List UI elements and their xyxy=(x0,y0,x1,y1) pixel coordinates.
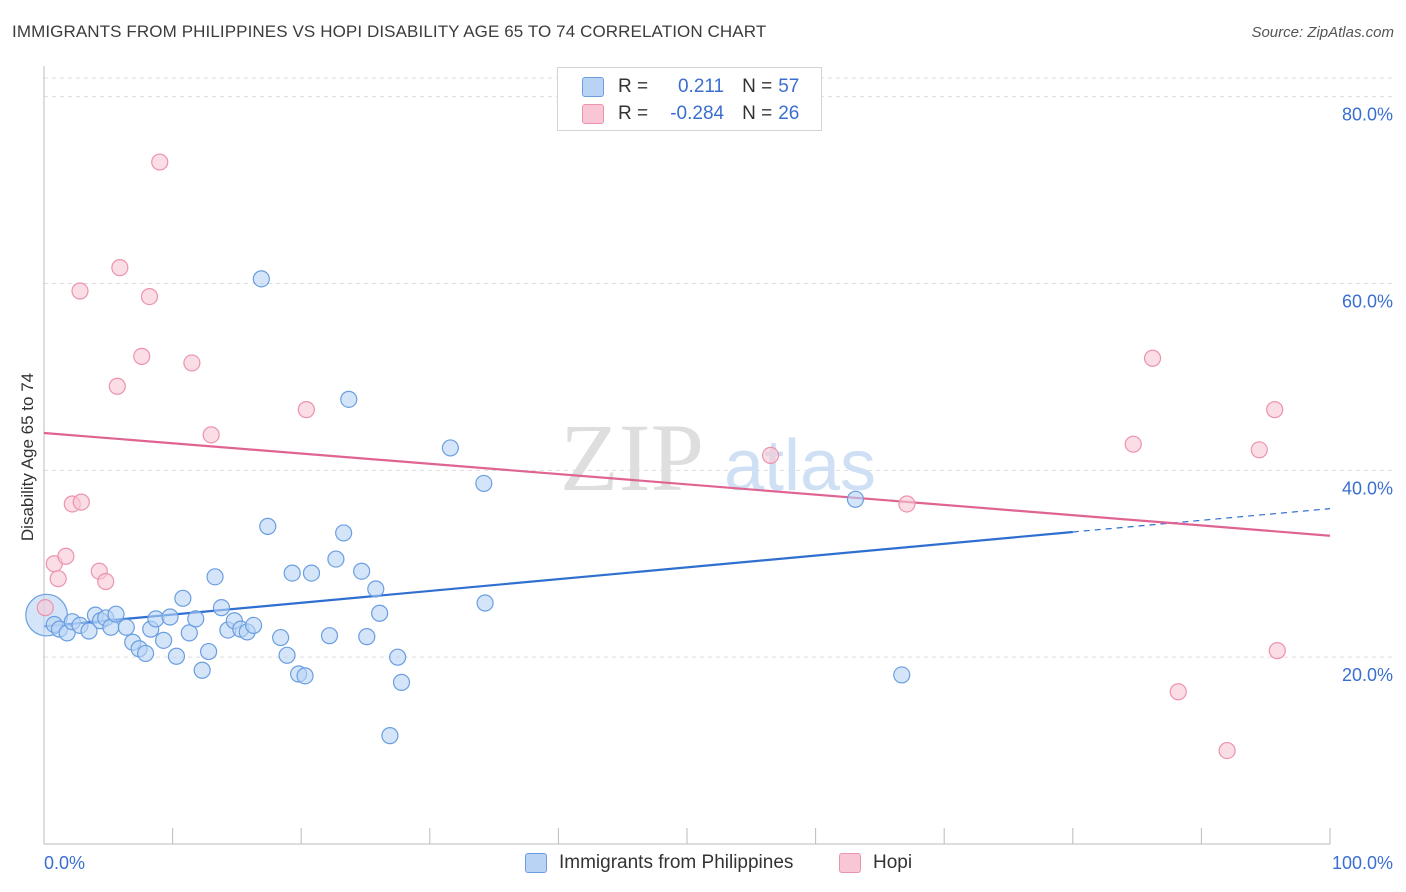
x-tick-label: 0.0% xyxy=(44,853,85,873)
hopi-point xyxy=(151,153,169,171)
philippines-point xyxy=(475,474,493,493)
legend-swatch-blue xyxy=(582,77,604,97)
bottom-legend-philippines: Immigrants from Philippines xyxy=(525,852,793,874)
hopi-point xyxy=(1169,683,1187,701)
legend-row-hopi: R = -0.284 N = 26 xyxy=(582,101,799,127)
hopi-point xyxy=(898,495,916,513)
hopi-point xyxy=(108,377,126,395)
bottom-legend-label: Hopi xyxy=(873,852,913,873)
hopi-point xyxy=(1266,401,1284,419)
philippines-point xyxy=(476,594,494,612)
philippines-point xyxy=(147,610,165,628)
philippines-point xyxy=(187,610,205,628)
hopi-point xyxy=(761,446,780,464)
philippines-point xyxy=(371,604,389,622)
hopi-point xyxy=(1250,441,1268,459)
philippines-point xyxy=(259,517,277,535)
philippines-point xyxy=(296,667,314,685)
philippines-point xyxy=(206,568,224,586)
philippines-point xyxy=(107,605,125,623)
axes xyxy=(43,66,1331,845)
philippines-point xyxy=(272,628,290,647)
hopi-point xyxy=(202,426,220,444)
philippines-point xyxy=(392,673,411,691)
watermark-zip: ZIP xyxy=(560,404,704,511)
philippines-trend-extension xyxy=(1072,508,1331,533)
philippines-point xyxy=(174,589,192,607)
philippines-point xyxy=(340,390,358,408)
y-tick-label: 80.0% xyxy=(1342,105,1393,125)
philippines-point xyxy=(200,642,218,661)
y-axis-label: Disability Age 65 to 74 xyxy=(18,373,37,541)
philippines-point xyxy=(245,616,263,635)
hopi-point xyxy=(1143,349,1162,367)
hopi-point xyxy=(1218,741,1236,760)
y-tick-label: 40.0% xyxy=(1342,478,1393,498)
hopi-point xyxy=(36,599,54,617)
legend-n-value: 57 xyxy=(778,76,800,97)
chart-title: IMMIGRANTS FROM PHILIPPINES VS HOPI DISA… xyxy=(12,22,767,41)
philippines-point xyxy=(278,646,296,664)
data-points xyxy=(25,153,1286,760)
philippines-point xyxy=(212,599,231,617)
philippines-point xyxy=(353,562,371,580)
hopi-point xyxy=(140,287,159,306)
philippines-point xyxy=(327,550,345,568)
philippines-point xyxy=(136,644,155,663)
bottom-legend-label: Immigrants from Philippines xyxy=(559,852,794,873)
correlation-legend: R = 0.211 N = 57 R = -0.284 N = 26 xyxy=(557,67,822,131)
legend-r-value: 0.211 xyxy=(677,76,725,97)
philippines-point xyxy=(381,727,399,745)
philippines-point xyxy=(117,618,135,636)
legend-row-philippines: R = 0.211 N = 57 xyxy=(582,74,799,100)
philippines-point xyxy=(80,622,98,640)
y-tick-labels: 20.0% 40.0% 60.0% 80.0% xyxy=(1342,105,1393,685)
philippines-point xyxy=(180,624,198,642)
legend-swatch-pink xyxy=(582,104,604,124)
source-credit: Source: ZipAtlas.com xyxy=(1251,24,1394,41)
gridlines xyxy=(44,77,1392,658)
y-tick-label: 20.0% xyxy=(1342,665,1393,685)
philippines-point xyxy=(283,564,301,582)
philippines-point xyxy=(154,631,173,649)
legend-r-label: R = xyxy=(618,103,649,124)
legend-n-label: N = xyxy=(742,76,773,97)
philippines-point xyxy=(367,580,385,598)
legend-n-label: N = xyxy=(742,103,773,124)
bottom-legend-swatch-pink xyxy=(839,853,861,873)
legend-r-value: -0.284 xyxy=(670,103,725,124)
philippines-point xyxy=(193,661,211,679)
hopi-point xyxy=(1124,435,1142,453)
hopi-point xyxy=(183,354,201,372)
philippines-point xyxy=(161,608,179,626)
bottom-legend-swatch-blue xyxy=(525,853,547,873)
hopi-point xyxy=(97,572,115,591)
hopi-point xyxy=(1268,642,1286,660)
hopi-point xyxy=(71,282,89,300)
legend-n-value: 26 xyxy=(778,103,800,124)
x-tick-label: 100.0% xyxy=(1332,853,1393,873)
legend-r-label: R = xyxy=(618,76,649,97)
philippines-point xyxy=(441,439,459,457)
y-tick-label: 60.0% xyxy=(1342,292,1393,312)
philippines-point xyxy=(846,490,865,508)
hopi-point xyxy=(133,347,151,365)
hopi-point xyxy=(111,259,129,277)
philippines-point xyxy=(893,666,911,684)
philippines-point xyxy=(302,564,321,582)
x-tick-labels: 0.0% 100.0% xyxy=(44,853,1393,873)
bottom-legend-hopi: Hopi xyxy=(839,852,912,874)
hopi-trend-line xyxy=(43,431,1331,537)
philippines-point xyxy=(252,270,270,288)
philippines-point xyxy=(335,524,353,542)
hopi-point xyxy=(57,547,75,565)
philippines-point xyxy=(358,628,376,646)
philippines-point xyxy=(167,647,186,665)
philippines-point xyxy=(320,627,339,645)
philippines-point xyxy=(389,648,407,666)
hopi-point xyxy=(72,493,90,511)
hopi-point xyxy=(49,570,67,588)
hopi-point xyxy=(297,401,315,419)
